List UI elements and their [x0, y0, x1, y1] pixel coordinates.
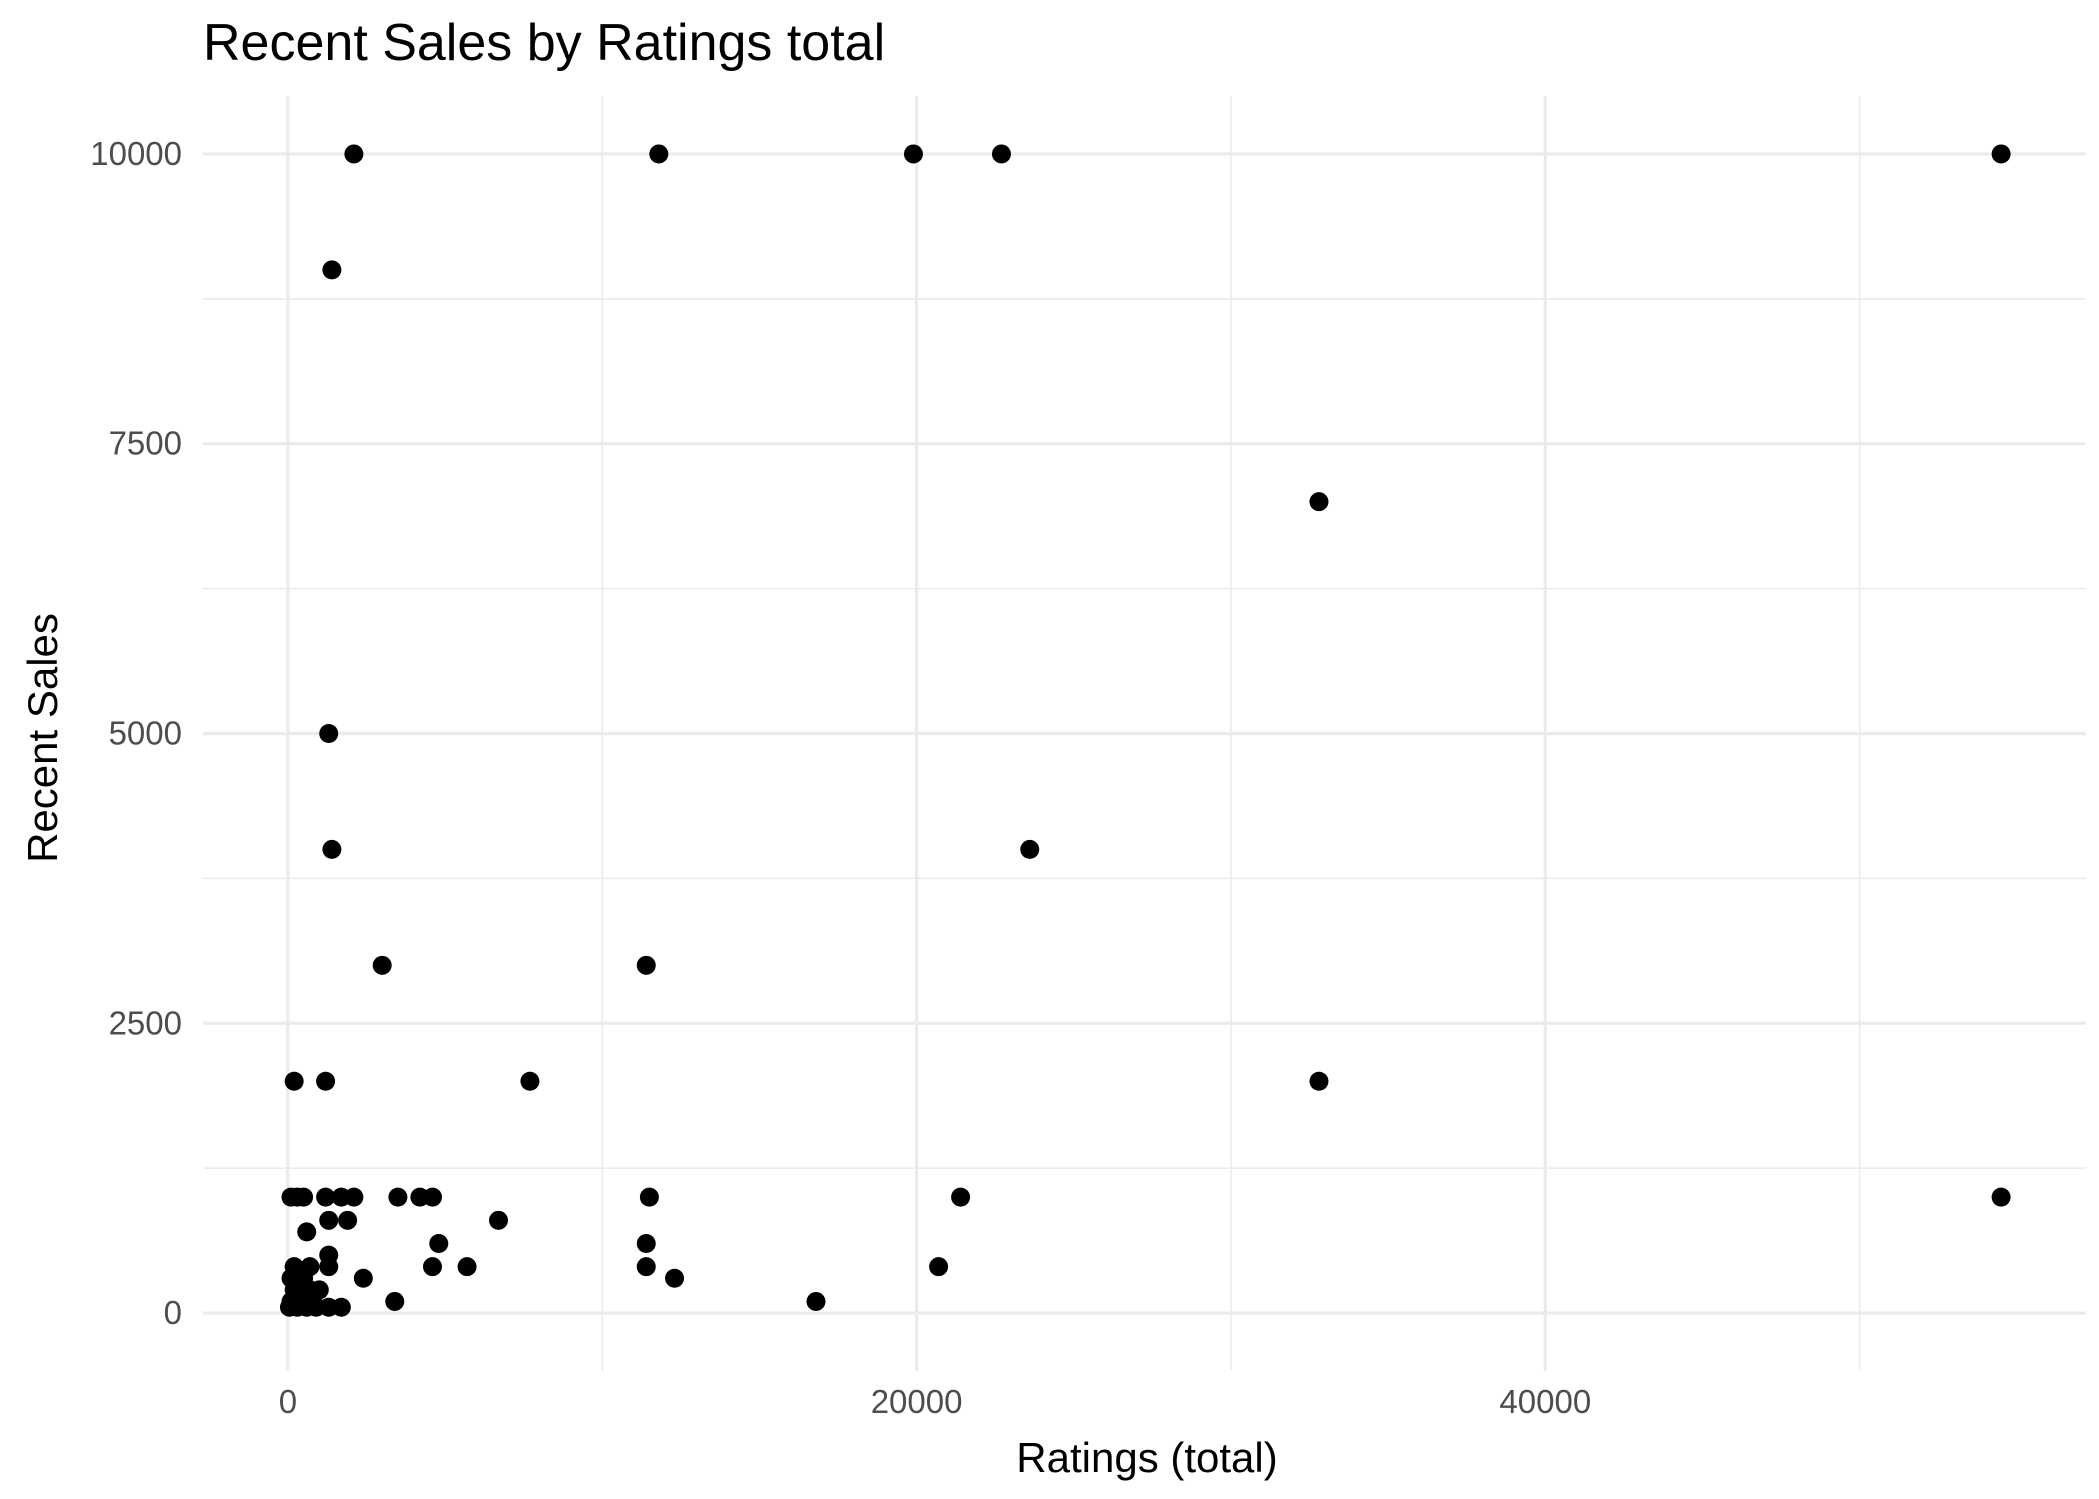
data-point-26 — [951, 1187, 971, 1207]
data-point-10 — [372, 955, 392, 975]
data-point-25 — [639, 1187, 659, 1207]
y-tick-label-2: 5000 — [109, 715, 182, 752]
data-point-52 — [385, 1291, 405, 1311]
data-point-3 — [991, 144, 1011, 164]
data-point-15 — [1309, 1071, 1329, 1091]
data-point-21 — [344, 1187, 364, 1207]
data-point-6 — [1309, 492, 1329, 512]
chart-title: Recent Sales by Ratings total — [203, 14, 885, 72]
data-point-4 — [1991, 144, 2011, 164]
data-point-27 — [1991, 1187, 2011, 1207]
ticks-layer: 0 2500 5000 7500 10000 0 20000 40000 — [90, 135, 1591, 1420]
data-point-30 — [488, 1210, 508, 1230]
data-point-7 — [319, 724, 339, 743]
data-point-38 — [422, 1257, 442, 1277]
y-tick-label-3: 7500 — [109, 425, 182, 462]
data-point-37 — [319, 1257, 339, 1277]
data-point-14 — [520, 1071, 540, 1091]
data-point-22 — [388, 1187, 408, 1207]
data-point-0 — [344, 144, 364, 164]
x-tick-label-1: 20000 — [871, 1383, 963, 1420]
x-axis-title: Ratings (total) — [1016, 1434, 1277, 1481]
data-point-53 — [806, 1291, 826, 1311]
x-tick-label-2: 40000 — [1499, 1383, 1591, 1420]
data-point-9 — [1020, 839, 1040, 859]
x-tick-label-0: 0 — [279, 1383, 297, 1420]
y-axis-title: Recent Sales — [19, 613, 66, 863]
data-point-59 — [331, 1297, 351, 1317]
data-point-31 — [297, 1222, 317, 1242]
data-point-33 — [636, 1234, 656, 1253]
data-point-12 — [284, 1071, 304, 1091]
grid-layer — [203, 96, 2086, 1371]
data-point-28 — [319, 1210, 339, 1230]
data-point-1 — [649, 144, 669, 164]
data-point-13 — [316, 1071, 336, 1091]
data-point-45 — [665, 1268, 685, 1288]
data-point-24 — [422, 1187, 442, 1207]
points-layer — [279, 144, 2011, 1317]
data-point-32 — [429, 1234, 449, 1253]
data-point-41 — [929, 1257, 949, 1277]
data-point-39 — [457, 1257, 477, 1277]
data-point-2 — [903, 144, 923, 164]
data-point-29 — [338, 1210, 358, 1230]
data-point-44 — [353, 1268, 373, 1288]
data-point-5 — [322, 260, 342, 280]
data-point-8 — [322, 839, 342, 859]
data-point-19 — [316, 1187, 336, 1207]
y-tick-label-1: 2500 — [109, 1004, 182, 1041]
data-point-11 — [636, 955, 656, 975]
y-tick-label-0: 0 — [164, 1294, 182, 1331]
data-point-40 — [636, 1257, 656, 1277]
y-tick-label-4: 10000 — [90, 135, 182, 172]
data-point-18 — [294, 1187, 314, 1207]
